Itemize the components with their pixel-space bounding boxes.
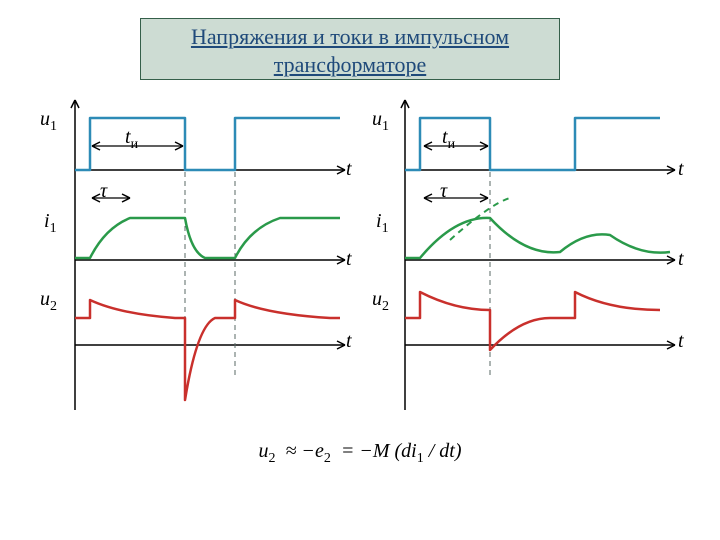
ti-right: tи <box>442 126 455 153</box>
formula: u2 ≈ −e2 = −M (di1 / dt) <box>0 440 720 467</box>
label-i1-right: i1 <box>376 210 389 237</box>
t-u1-right: t <box>678 158 684 181</box>
tau-right: τ <box>440 180 447 203</box>
t-i1-right: t <box>678 248 684 271</box>
ti-left: tи <box>125 126 138 153</box>
label-i1-left: i1 <box>44 210 57 237</box>
t-i1-left: t <box>346 248 352 271</box>
label-u1-left: u1 <box>40 108 57 135</box>
tau-left: τ <box>100 180 107 203</box>
t-u2-left: t <box>346 330 352 353</box>
label-u2-right: u2 <box>372 288 389 315</box>
label-u1-right: u1 <box>372 108 389 135</box>
t-u1-left: t <box>346 158 352 181</box>
t-u2-right: t <box>678 330 684 353</box>
label-u2-left: u2 <box>40 288 57 315</box>
